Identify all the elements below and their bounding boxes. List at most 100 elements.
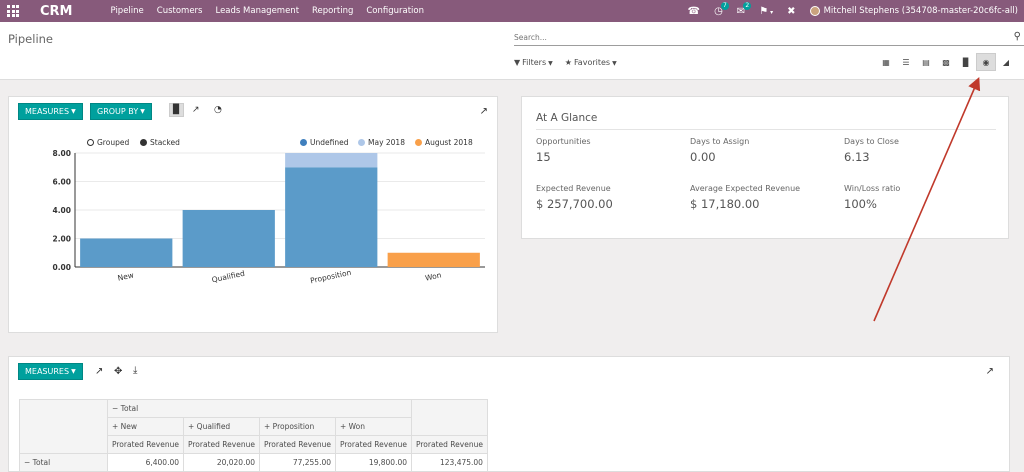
kpi-label: Opportunities: [536, 137, 591, 146]
bell-icon[interactable]: ⚑ ▾: [759, 5, 774, 17]
calendar-view-icon[interactable]: ▤: [922, 57, 930, 67]
bar-chart: 0.00 2.00 4.00 6.00 8.00 New Qualified Proposit…: [52, 149, 485, 286]
bar: [285, 167, 378, 267]
radio-empty-icon: [87, 139, 94, 146]
list-view-icon[interactable]: ☰: [902, 57, 910, 67]
pivot-view-icon[interactable]: ▩: [942, 57, 950, 67]
pivot-cell[interactable]: 20,020.00: [183, 453, 260, 472]
y-tick-label: 2.00: [52, 235, 71, 244]
pivot-row-header[interactable]: − Total: [19, 453, 108, 472]
pivot-measure-header[interactable]: Prorated Revenue: [107, 435, 184, 454]
menu-item-leads-management[interactable]: Leads Management: [215, 6, 300, 16]
pivot-col-header[interactable]: + Qualified: [183, 417, 260, 436]
y-tick-label: 8.00: [52, 149, 71, 158]
pivot-col-header[interactable]: + New: [107, 417, 184, 436]
line-chart-icon[interactable]: ↗: [192, 105, 200, 115]
pivot-col-label: Proposition: [272, 422, 315, 431]
kpi-label: Days to Assign: [690, 137, 750, 146]
glance-title: At A Glance: [536, 112, 598, 124]
legend-swatch: [415, 139, 422, 146]
pivot-col-header[interactable]: + Proposition: [259, 417, 336, 436]
x-tick-label: Proposition: [309, 268, 352, 286]
kpi-value[interactable]: 6.13: [844, 150, 870, 164]
pivot-col-header[interactable]: + Won: [335, 417, 412, 436]
apps-menu-button[interactable]: [0, 0, 26, 22]
fullscreen-icon[interactable]: ↗: [985, 366, 994, 377]
bar: [182, 210, 275, 267]
search-input[interactable]: [514, 30, 994, 44]
search-icon[interactable]: ⚲: [1013, 31, 1021, 42]
kpi-label: Days to Close: [844, 137, 899, 146]
pivot-panel: MEASURES ▼ ↗ ✥ ⤓ ↗ − Total + New + Qualif…: [8, 356, 1010, 472]
kpi-value[interactable]: $ 257,700.00: [536, 197, 613, 211]
pivot-measures-button[interactable]: MEASURES ▼: [18, 363, 83, 380]
favorites-dropdown[interactable]: ★ Favorites ▼: [564, 58, 617, 67]
pivot-cell[interactable]: 19,800.00: [335, 453, 412, 472]
bar-chart-icon[interactable]: ▉: [169, 103, 184, 117]
pivot-cell[interactable]: 123,475.00: [411, 453, 488, 472]
pivot-header-spacer: [411, 399, 488, 436]
cohort-view-icon[interactable]: ◢: [1002, 57, 1010, 67]
pivot-col-label: New: [120, 422, 138, 431]
legend-may-2018[interactable]: May 2018: [358, 138, 405, 147]
measures-label: MEASURES: [25, 367, 70, 376]
grouped-toggle[interactable]: Grouped: [87, 138, 129, 147]
activity-icon[interactable]: ◷ 7: [714, 1, 729, 17]
pivot-header-total[interactable]: − Total: [107, 399, 412, 418]
filters-dropdown[interactable]: ▼ Filters ▼: [514, 58, 553, 67]
grouped-label: Grouped: [97, 138, 130, 147]
kpi-value[interactable]: 100%: [844, 197, 877, 211]
activity-badge: 7: [720, 1, 729, 10]
legend-august-2018[interactable]: August 2018: [415, 138, 473, 147]
bar: [387, 252, 480, 267]
menu-item-reporting[interactable]: Reporting: [312, 6, 354, 16]
legend-label: August 2018: [425, 138, 473, 147]
pivot-corner: [19, 399, 108, 454]
pivot-measure-header[interactable]: Prorated Revenue: [335, 435, 412, 454]
top-navbar: CRM Pipeline Customers Leads Management …: [0, 0, 1024, 22]
menu-item-pipeline[interactable]: Pipeline: [110, 6, 144, 16]
kpi-value[interactable]: 0.00: [690, 150, 716, 164]
download-icon[interactable]: ⤓: [133, 365, 138, 376]
x-tick-label: New: [117, 270, 135, 282]
phone-icon[interactable]: ☎: [687, 5, 701, 17]
pivot-cell[interactable]: 77,255.00: [259, 453, 336, 472]
legend-undefined[interactable]: Undefined: [300, 138, 348, 147]
pivot-measure-header[interactable]: Prorated Revenue: [259, 435, 336, 454]
bar: [285, 153, 378, 168]
flip-axis-icon[interactable]: ✥: [114, 366, 123, 377]
x-tick-label: Won: [424, 270, 442, 282]
stacked-label: Stacked: [150, 138, 180, 147]
kanban-view-icon[interactable]: ▦: [882, 57, 890, 67]
expand-icon[interactable]: ↗: [479, 106, 488, 117]
caret-down-icon: ▼: [71, 368, 76, 375]
menu-item-customers[interactable]: Customers: [156, 6, 203, 16]
measures-button[interactable]: MEASURES ▼: [18, 103, 83, 120]
stacked-toggle[interactable]: Stacked: [140, 138, 180, 147]
user-menu[interactable]: Mitchell Stephens (354708-master-20c6fc-…: [809, 6, 1018, 16]
filter-menus: ▼ Filters ▼ ★ Favorites ▼: [514, 58, 617, 67]
caret-down-icon: ▼: [140, 108, 145, 115]
pivot-table: − Total + New + Qualified + Proposition …: [19, 399, 488, 472]
pivot-cell[interactable]: 6,400.00: [107, 453, 184, 472]
expand-all-icon[interactable]: ↗: [95, 366, 104, 377]
app-brand[interactable]: CRM: [40, 3, 73, 19]
caret-down-icon: ▼: [71, 108, 76, 115]
menu-item-configuration[interactable]: Configuration: [366, 6, 425, 16]
kpi-value[interactable]: $ 17,180.00: [690, 197, 760, 211]
at-a-glance-panel: At A Glance Opportunities 15 Days to Ass…: [521, 96, 1009, 239]
chat-badge: 2: [743, 1, 752, 10]
group-by-button[interactable]: GROUP BY ▼: [90, 103, 152, 120]
debug-icon[interactable]: ✖: [787, 5, 796, 17]
pivot-measure-header[interactable]: Prorated Revenue: [411, 435, 488, 454]
measures-label: MEASURES: [25, 107, 70, 116]
dashboard-view-icon[interactable]: ◉: [976, 53, 996, 71]
pie-chart-icon[interactable]: ◔: [214, 105, 222, 115]
apps-grid-icon: [7, 5, 19, 17]
radio-filled-icon: [140, 139, 147, 146]
legend-swatch: [300, 139, 307, 146]
graph-view-icon[interactable]: ▉: [962, 57, 970, 67]
pivot-measure-header[interactable]: Prorated Revenue: [183, 435, 260, 454]
chat-icon[interactable]: ✉ 2: [736, 1, 752, 17]
kpi-value[interactable]: 15: [536, 150, 551, 164]
